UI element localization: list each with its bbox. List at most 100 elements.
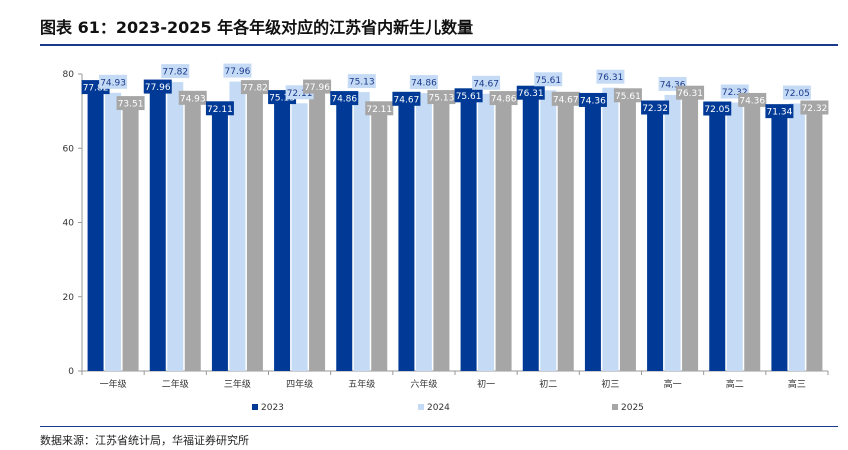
bar-2023 bbox=[398, 93, 415, 371]
bar-2023 bbox=[87, 82, 104, 371]
legend-swatch-2023 bbox=[252, 404, 258, 410]
y-tick-label: 40 bbox=[63, 219, 75, 229]
bar-layer bbox=[87, 81, 823, 372]
bar-2025 bbox=[495, 93, 512, 372]
bar-2023 bbox=[274, 92, 291, 372]
data-label: 75.13 bbox=[269, 94, 295, 104]
data-label: 77.96 bbox=[304, 83, 330, 93]
title-rule bbox=[40, 44, 838, 46]
data-label: 77.82 bbox=[83, 84, 109, 94]
bar-2023 bbox=[584, 94, 601, 371]
x-category-label: 五年级 bbox=[348, 378, 375, 390]
data-label: 71.34 bbox=[767, 108, 793, 118]
data-label: 77.82 bbox=[242, 84, 268, 94]
x-category-label: 高二 bbox=[726, 378, 744, 390]
data-label-box bbox=[516, 85, 545, 100]
x-category-label: 高三 bbox=[788, 378, 806, 390]
bar-2025 bbox=[371, 103, 388, 371]
data-label: 74.36 bbox=[660, 80, 686, 90]
bar-2024 bbox=[726, 102, 743, 372]
bar-2025 bbox=[682, 87, 699, 371]
data-label: 76.31 bbox=[598, 73, 624, 83]
bar-2025 bbox=[619, 90, 636, 371]
bar-2025 bbox=[744, 94, 761, 371]
data-label-box bbox=[578, 92, 607, 107]
bar-2024 bbox=[664, 94, 681, 371]
data-label: 75.13 bbox=[429, 94, 455, 104]
bottom-rule bbox=[40, 426, 838, 427]
data-label: 74.67 bbox=[553, 95, 579, 105]
data-label-box bbox=[240, 80, 269, 95]
legend-label: 2023 bbox=[261, 403, 284, 413]
data-label-box bbox=[472, 75, 501, 90]
x-category-label: 初二 bbox=[539, 378, 557, 390]
bar-2023 bbox=[336, 93, 353, 372]
data-label: 77.96 bbox=[225, 67, 251, 77]
data-label: 74.93 bbox=[100, 78, 126, 88]
data-label-box bbox=[143, 79, 172, 94]
data-label: 74.86 bbox=[331, 95, 357, 105]
data-label: 76.31 bbox=[677, 89, 703, 99]
bar-2024 bbox=[478, 93, 495, 371]
bar-2024 bbox=[415, 93, 432, 372]
source-note: 数据来源：江苏省统计局，华福证券研究所 bbox=[40, 434, 249, 447]
bar-2024 bbox=[540, 90, 557, 371]
data-label: 76.31 bbox=[518, 89, 544, 99]
data-label-box bbox=[703, 101, 732, 116]
bar-2023 bbox=[522, 87, 539, 371]
x-category-label: 四年级 bbox=[286, 378, 313, 390]
data-label: 74.36 bbox=[580, 96, 606, 106]
data-label-box bbox=[347, 74, 376, 89]
y-tick-label: 80 bbox=[63, 70, 75, 80]
data-label-box bbox=[392, 91, 421, 106]
legend-swatch-2025 bbox=[612, 404, 618, 410]
data-label-box bbox=[161, 64, 190, 79]
x-category-label: 高一 bbox=[664, 378, 682, 390]
data-label-box bbox=[116, 96, 145, 111]
bar-2024 bbox=[602, 87, 619, 371]
data-label: 72.32 bbox=[802, 104, 828, 114]
bar-2024 bbox=[291, 103, 308, 371]
data-label: 74.36 bbox=[739, 96, 765, 106]
bar-2024 bbox=[167, 82, 184, 371]
legend-label: 2024 bbox=[427, 403, 450, 413]
data-label-box bbox=[676, 85, 705, 100]
x-category-label: 初一 bbox=[477, 378, 495, 390]
label-layer: 77.8274.9373.5177.9677.8274.9372.1177.96… bbox=[81, 63, 829, 119]
data-label: 75.61 bbox=[615, 92, 641, 102]
legend-label: 2025 bbox=[621, 403, 644, 413]
data-label: 72.11 bbox=[207, 105, 233, 115]
bar-2023 bbox=[709, 103, 726, 371]
x-category-label: 三年级 bbox=[224, 378, 251, 390]
y-tick-label: 0 bbox=[68, 367, 74, 377]
bar-2025 bbox=[557, 93, 574, 371]
data-label-box bbox=[641, 100, 670, 115]
bar-2023 bbox=[149, 81, 166, 372]
data-label-box bbox=[534, 72, 563, 87]
data-label: 72.05 bbox=[784, 89, 810, 99]
data-label: 75.61 bbox=[535, 76, 561, 86]
data-label-box bbox=[427, 90, 456, 105]
data-label: 72.11 bbox=[366, 105, 392, 115]
x-category-label: 一年级 bbox=[100, 378, 127, 390]
data-label: 74.86 bbox=[411, 79, 437, 89]
data-label-box bbox=[223, 63, 252, 78]
bar-2024 bbox=[353, 92, 370, 372]
bar-2025 bbox=[309, 81, 326, 372]
data-label-box bbox=[738, 92, 767, 107]
bar-2023 bbox=[211, 103, 228, 371]
data-label-box bbox=[489, 91, 518, 106]
bar-2023 bbox=[460, 90, 477, 371]
data-label: 77.96 bbox=[145, 83, 171, 93]
y-tick-label: 20 bbox=[63, 293, 75, 303]
figure-title: 图表 61：2023-2025 年各年级对应的江苏省内新生儿数量 bbox=[40, 18, 474, 37]
data-label-box bbox=[800, 100, 829, 115]
legend: 2023 2024 2025 bbox=[252, 403, 644, 413]
legend-swatch-2024 bbox=[418, 404, 424, 410]
data-label-box bbox=[454, 88, 483, 103]
bar-2025 bbox=[433, 92, 450, 372]
x-category-label: 六年级 bbox=[410, 378, 437, 390]
data-label-box bbox=[409, 75, 438, 90]
x-category-label: 初三 bbox=[601, 378, 619, 390]
data-label-box bbox=[365, 101, 394, 116]
